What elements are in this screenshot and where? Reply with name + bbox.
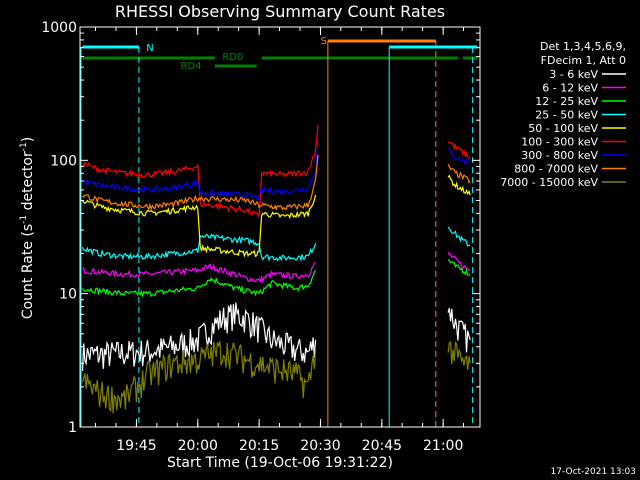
y-axis-label-mid: detector — [20, 151, 36, 215]
series-6-12-kev — [82, 251, 471, 284]
series-line — [447, 259, 471, 276]
rd4-label: RD4 — [181, 61, 202, 72]
y-axis-label-sup2: -1 — [19, 142, 29, 151]
series-12-25-kev — [81, 259, 471, 298]
legend-entry-label: 50 - 100 keV — [528, 122, 598, 135]
series-line — [81, 341, 317, 414]
series-line — [82, 124, 319, 218]
y-axis-label-main: Count Rate (s — [20, 224, 36, 319]
series-line — [447, 226, 471, 247]
x-tick-label: 20:00 — [178, 438, 218, 454]
y-axis-label-sup1: -1 — [19, 215, 29, 224]
series-line — [81, 233, 317, 262]
series-800-7000-kev — [82, 154, 471, 212]
legend-entry-label: 6 - 12 keV — [542, 82, 598, 95]
y-axis-label-end: ) — [20, 137, 36, 142]
y-tick-label: 1 — [68, 420, 77, 436]
y-tick-label: 100 — [50, 153, 77, 169]
series-50-100-kev — [82, 174, 471, 258]
series-line — [82, 154, 319, 212]
rd0-label: RD0 — [222, 52, 243, 63]
chart-title: RHESSI Observing Summary Count Rates — [115, 2, 445, 21]
legend-entry-label: 300 - 800 keV — [521, 149, 598, 162]
y-tick-label: 10 — [59, 287, 77, 303]
saa-label: S — [320, 36, 326, 47]
x-tick-label: 20:45 — [362, 438, 402, 454]
x-tick-label: 20:15 — [239, 438, 279, 454]
series-300-800-kev — [82, 145, 471, 202]
plot-frame — [79, 26, 481, 428]
series-line — [82, 145, 319, 202]
series-line — [447, 163, 471, 184]
night-label: N — [146, 43, 153, 54]
legend-entry-label: 800 - 7000 keV — [514, 163, 598, 176]
series-line — [447, 340, 471, 370]
legend-entry-label: 25 - 50 keV — [535, 109, 598, 122]
annotation-layer: N S RD0 RD4 — [80, 36, 478, 427]
series-25-50-kev — [81, 226, 471, 262]
series-7000-15000-kev — [81, 340, 471, 414]
y-axis-label: Count Rate (s-1 detector-1) — [19, 137, 36, 319]
legend-entry-label: 100 - 300 keV — [521, 136, 598, 149]
x-tick-label: 20:30 — [300, 438, 340, 454]
series-100-300-kev — [82, 124, 471, 218]
series-line — [447, 147, 471, 166]
tick-layer: 19:45 20:00 20:15 20:30 20:45 21:00 1 10 100 1000 — [41, 20, 480, 454]
legend-entry-label: 12 - 25 keV — [535, 95, 598, 108]
y-tick-label: 1000 — [41, 20, 77, 36]
series-line — [82, 194, 317, 258]
series-3-6-kev — [81, 302, 471, 372]
series-line — [81, 269, 317, 298]
legend-header: Det 1,3,4,5,6,9, — [540, 40, 626, 53]
series-line — [82, 262, 316, 284]
footer-timestamp: 17-Oct-2021 13:03 — [551, 467, 636, 477]
x-tick-label: 21:00 — [423, 438, 463, 454]
series-layer — [81, 124, 471, 414]
legend-entry-label: 3 - 6 keV — [549, 68, 598, 81]
series-line — [81, 302, 317, 372]
legend-header: FDecim 1, Att 0 — [541, 54, 626, 67]
series-line — [447, 308, 471, 353]
series-line — [447, 141, 471, 160]
series-line — [447, 174, 471, 196]
legend: Det 1,3,4,5,6,9,FDecim 1, Att 03 - 6 keV… — [500, 40, 626, 189]
x-axis-label: Start Time (19-Oct-06 19:31:22) — [167, 455, 393, 471]
x-tick-label: 19:45 — [116, 438, 156, 454]
legend-entry-label: 7000 - 15000 keV — [500, 176, 598, 189]
